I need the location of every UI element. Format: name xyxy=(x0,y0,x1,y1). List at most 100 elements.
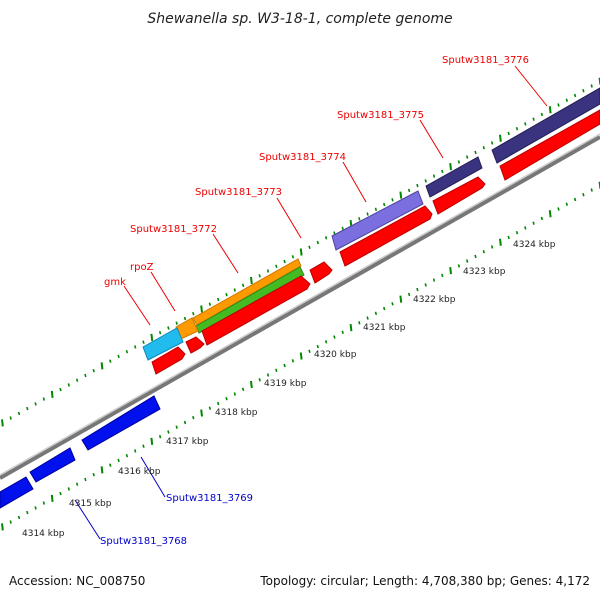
major-tick xyxy=(1,419,4,427)
gene-sputw3181-3774[interactable] xyxy=(331,190,424,251)
major-tick xyxy=(100,362,104,370)
minor-tick xyxy=(316,240,319,245)
minor-tick xyxy=(474,254,477,259)
minor-tick xyxy=(358,217,361,221)
minor-tick xyxy=(540,112,544,117)
minor-tick xyxy=(374,207,378,212)
minor-tick xyxy=(125,349,129,354)
minor-tick xyxy=(241,387,245,392)
minor-tick xyxy=(59,387,62,392)
minor-tick xyxy=(75,378,79,382)
minor-tick xyxy=(42,501,46,505)
minor-tick xyxy=(582,192,585,197)
minor-tick xyxy=(507,131,510,136)
gene-sputw3181-3776[interactable] xyxy=(491,87,600,164)
minor-tick xyxy=(374,311,378,316)
minor-tick xyxy=(9,520,12,524)
kbp-label: 4320 kbp xyxy=(314,350,357,360)
minor-tick xyxy=(383,306,386,311)
minor-tick xyxy=(9,416,12,420)
minor-tick xyxy=(324,236,328,240)
minor-tick xyxy=(524,226,527,230)
kbp-label: 4322 kbp xyxy=(413,295,456,305)
minor-tick xyxy=(192,415,195,420)
minor-tick xyxy=(175,425,178,429)
minor-tick xyxy=(258,378,261,382)
minor-tick xyxy=(233,392,236,396)
gene-sputw3181-3770[interactable] xyxy=(81,395,161,451)
cds-3773[interactable] xyxy=(309,261,333,284)
minor-tick xyxy=(26,510,29,515)
minor-tick xyxy=(134,345,137,349)
gene-sputw3181-3769[interactable] xyxy=(29,447,76,483)
major-tick xyxy=(499,238,502,246)
accession-text: Accession: NC_008750 xyxy=(9,574,145,588)
minor-tick xyxy=(590,188,593,192)
minor-tick xyxy=(507,235,510,240)
minor-tick xyxy=(183,316,187,321)
minor-tick xyxy=(158,330,162,335)
minor-tick xyxy=(283,363,286,368)
minor-tick xyxy=(308,245,311,250)
minor-tick xyxy=(183,420,187,425)
gene-label-3774: Sputw3181_3774 xyxy=(259,152,346,163)
major-tick xyxy=(200,305,203,313)
major-tick xyxy=(250,380,253,389)
minor-tick xyxy=(482,145,485,150)
cds-gmk[interactable] xyxy=(151,346,186,375)
gene-sputw3181-3772[interactable] xyxy=(192,258,302,326)
cds-3774[interactable] xyxy=(339,205,433,267)
outer-tick-ring xyxy=(1,77,600,427)
minor-tick xyxy=(391,302,394,306)
minor-tick xyxy=(42,397,46,401)
gene-sputw3181-3768[interactable] xyxy=(0,476,34,509)
major-tick xyxy=(150,333,154,342)
minor-tick xyxy=(275,264,278,269)
minor-tick xyxy=(515,230,519,235)
minor-tick xyxy=(109,359,112,363)
minor-tick xyxy=(142,444,145,448)
minor-tick xyxy=(557,207,560,211)
minor-tick xyxy=(175,321,178,325)
gene-gmk[interactable] xyxy=(142,327,184,361)
minor-tick xyxy=(75,482,79,486)
cds-3775[interactable] xyxy=(432,176,486,215)
inner-tick-ring xyxy=(1,181,600,531)
minor-tick xyxy=(532,117,535,121)
minor-tick xyxy=(241,283,245,288)
minor-tick xyxy=(391,198,394,202)
minor-tick xyxy=(208,406,212,410)
kbp-label: 4319 kbp xyxy=(264,379,307,389)
minor-tick xyxy=(383,202,386,207)
minor-tick xyxy=(565,98,568,102)
minor-tick xyxy=(341,226,344,231)
minor-tick xyxy=(266,269,270,273)
minor-tick xyxy=(59,491,62,496)
minor-tick xyxy=(565,202,568,206)
gene-sputw3181-3775[interactable] xyxy=(425,156,483,198)
minor-tick xyxy=(366,212,369,216)
minor-tick xyxy=(308,349,311,354)
gene-label-rpoz: rpoZ xyxy=(130,262,154,273)
cds-rpoz[interactable] xyxy=(185,336,205,354)
gene-label-3772: Sputw3181_3772 xyxy=(130,224,217,235)
kbp-label: 4315 kbp xyxy=(69,499,112,509)
minor-tick xyxy=(208,302,212,306)
major-tick xyxy=(100,466,104,474)
minor-tick xyxy=(92,368,95,373)
minor-tick xyxy=(407,188,411,193)
minor-tick xyxy=(324,340,328,344)
minor-tick xyxy=(134,449,137,453)
minor-tick xyxy=(532,221,535,225)
map-title: Shewanella sp. W3-18-1, complete genome xyxy=(147,11,452,27)
minor-tick xyxy=(416,287,419,292)
minor-tick xyxy=(125,453,129,458)
minor-tick xyxy=(233,288,236,292)
minor-tick xyxy=(117,458,120,463)
kbp-label: 4323 kbp xyxy=(463,267,506,277)
minor-tick xyxy=(283,259,286,264)
cds-3776[interactable] xyxy=(499,109,600,181)
cds-3772[interactable] xyxy=(201,275,311,346)
major-tick xyxy=(50,494,54,503)
